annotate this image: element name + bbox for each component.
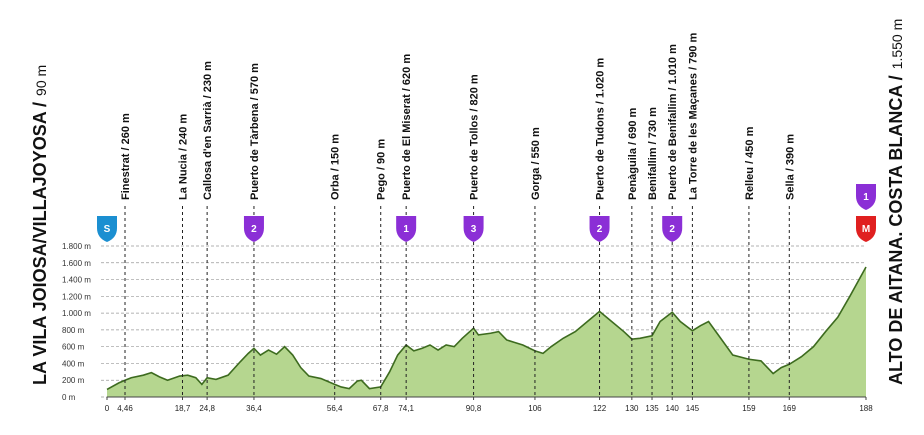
x-tick-label: 36,4: [246, 404, 262, 413]
category-badge: [662, 216, 683, 242]
x-tick-label: 169: [783, 404, 797, 413]
waypoint-label: Relleu / 450 m: [744, 126, 756, 200]
waypoint-label: Callosa d'en Sarrià / 230 m: [202, 61, 214, 200]
y-tick-label: 1.800 m: [62, 242, 91, 251]
waypoint-label: Sella / 390 m: [784, 134, 796, 200]
x-tick-label: 74,1: [398, 404, 414, 413]
x-tick-label: 67,8: [373, 404, 389, 413]
x-tick-label: 90,8: [466, 404, 482, 413]
badge-text: 2: [669, 224, 675, 235]
y-tick-label: 800 m: [62, 326, 85, 335]
x-tick-label: 56,4: [327, 404, 343, 413]
badge-text: 2: [597, 224, 603, 235]
profile-line: [106, 266, 867, 391]
x-tick-label: 0: [105, 404, 110, 413]
start-altitude: 90 m: [33, 65, 49, 96]
y-tick-label: 400 m: [62, 359, 85, 368]
badge-text: 1: [863, 192, 869, 203]
finish-name: ALTO DE AITANA. COSTA BLANCA /: [886, 75, 906, 385]
y-tick-label: 200 m: [62, 376, 85, 385]
waypoint-label: La Nucia / 240 m: [177, 114, 189, 200]
badge-text: 3: [471, 224, 477, 235]
y-tick-label: 1.000 m: [62, 309, 91, 318]
waypoint-label: Puerto de Tollos / 820 m: [469, 74, 481, 200]
profile-area: [107, 266, 866, 397]
category-badge: [463, 216, 484, 242]
badge-text: S: [104, 224, 111, 235]
waypoint-label: Gorga / 550 m: [530, 127, 542, 200]
waypoint-label: Pego / 90 m: [376, 139, 388, 200]
x-tick-label: 4,46: [117, 404, 133, 413]
start-label: LA VILA JOIOSA/VILLAJOYOSA / 90 m: [30, 65, 50, 385]
badge-text: M: [862, 224, 870, 235]
waypoint-label: Orba / 150 m: [330, 134, 342, 200]
x-tick-label: 188: [859, 404, 873, 413]
x-tick-label: 18,7: [175, 404, 191, 413]
y-tick-label: 1.600 m: [62, 259, 91, 268]
badge-text: 2: [251, 224, 257, 235]
y-tick-label: 1.400 m: [62, 276, 91, 285]
x-tick-label: 130: [625, 404, 639, 413]
y-tick-label: 600 m: [62, 343, 85, 352]
finish-label: ALTO DE AITANA. COSTA BLANCA / 1.550 m: [886, 19, 906, 385]
x-tick-label: 145: [686, 404, 700, 413]
x-tick-label: 24,8: [199, 404, 215, 413]
category-badge: [243, 216, 264, 242]
waypoint-label: Puerto de El Miserat / 620 m: [401, 54, 413, 200]
category-badge: [396, 216, 417, 242]
waypoint-label: La Torre de les Maçanes / 790 m: [687, 32, 699, 200]
waypoint-label: Finestrat / 260 m: [120, 113, 132, 200]
category-badge: [856, 216, 876, 242]
x-tick-label: 106: [528, 404, 542, 413]
y-tick-label: 1.200 m: [62, 292, 91, 301]
category-badge: [856, 184, 876, 210]
waypoint-label: Benifallim / 730 m: [647, 107, 659, 200]
waypoint-label: Puerto de Benifallim / 1.010 m: [667, 44, 679, 200]
x-tick-label: 135: [645, 404, 659, 413]
x-tick-label: 159: [742, 404, 756, 413]
category-badge: [97, 216, 117, 242]
y-tick-label: 0 m: [62, 393, 76, 402]
waypoint-label: Puerto de Tudons / 1.020 m: [595, 58, 607, 200]
category-badge: [589, 216, 610, 242]
badge-text: 1: [403, 224, 409, 235]
start-name: LA VILA JOIOSA/VILLAJOYOSA /: [30, 102, 50, 385]
waypoint-label: Penàguila / 690 m: [627, 107, 639, 200]
x-tick-label: 140: [666, 404, 680, 413]
finish-altitude: 1.550 m: [889, 19, 905, 70]
x-tick-label: 122: [593, 404, 607, 413]
waypoint-label: Puerto de Tàrbena / 570 m: [249, 63, 261, 200]
